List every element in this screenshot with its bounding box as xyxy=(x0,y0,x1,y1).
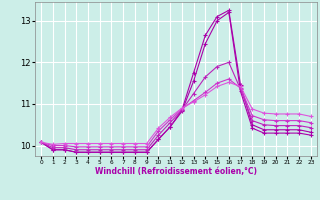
X-axis label: Windchill (Refroidissement éolien,°C): Windchill (Refroidissement éolien,°C) xyxy=(95,167,257,176)
